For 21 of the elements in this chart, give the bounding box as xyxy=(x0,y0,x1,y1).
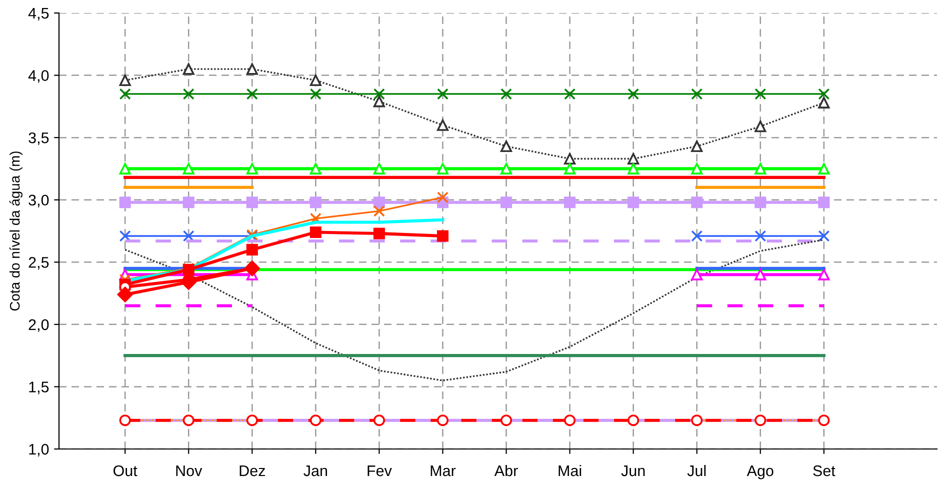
x-tick-label: Dez xyxy=(240,466,265,476)
x-tick-label: Fev xyxy=(368,466,392,476)
x-tick-label: Abr xyxy=(494,464,518,476)
y-tick-label: 2,0 xyxy=(28,319,49,332)
y-tick-label: 3,5 xyxy=(28,132,49,146)
x-tick-label: Out xyxy=(113,465,138,476)
y-axis-title: Cota do nível da água (m) xyxy=(9,152,22,311)
x-tick-label: Jul xyxy=(687,464,706,476)
x-tick-label: Jan xyxy=(304,466,327,476)
y-tick-label: 4,5 xyxy=(28,8,49,20)
x-tick-label: Set xyxy=(813,465,836,476)
y-tick-label: 3,0 xyxy=(28,194,49,208)
x-tick-label: Ago xyxy=(746,466,774,480)
y-tick-label: 1,0 xyxy=(29,444,49,456)
y-tick-label: 1,5 xyxy=(29,382,49,394)
x-tick-label: Mai xyxy=(558,464,582,476)
x-tick-label: Mar xyxy=(430,466,456,476)
y-tick-label: 2,5 xyxy=(28,257,49,270)
y-tick-label: 4,0 xyxy=(28,70,49,83)
x-tick-label: Jun xyxy=(621,466,645,476)
x-tick-label: Nov xyxy=(176,466,202,476)
